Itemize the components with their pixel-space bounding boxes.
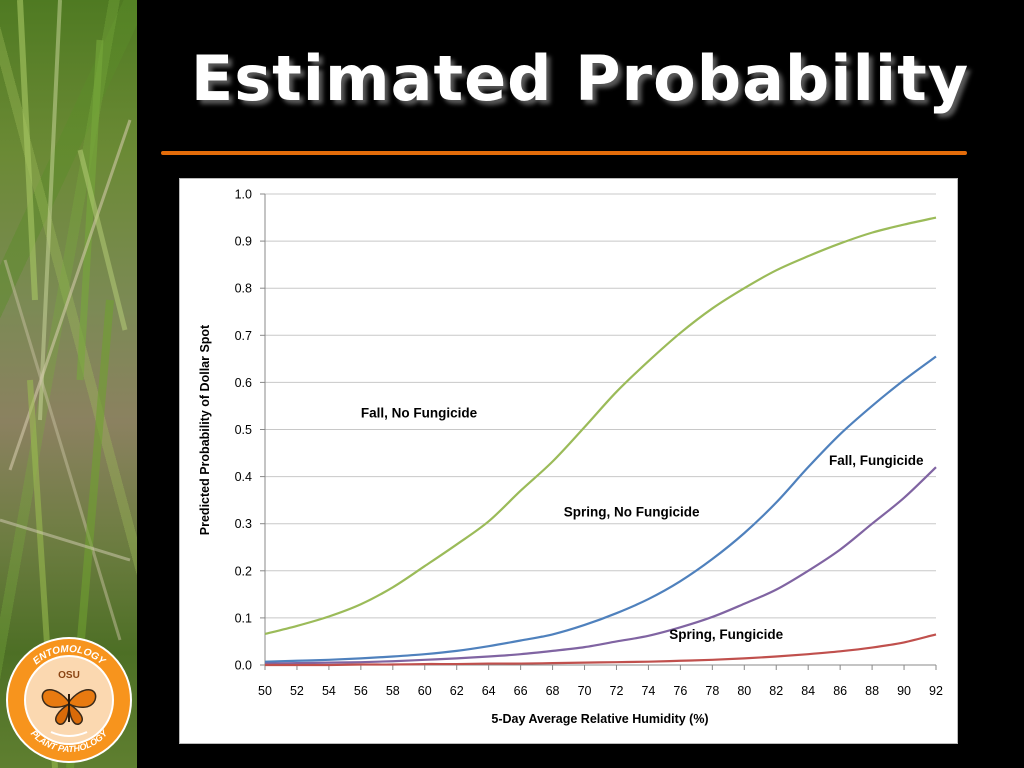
x-tick-label: 82 (769, 684, 783, 698)
chart-tick-labels: 0.0 0.1 0.2 0.3 0.4 0.5 0.6 0.7 0.8 0.9 1.0 50 52 54 5… (235, 188, 943, 699)
series-label-spring-no-fungicide: Spring, No Fungicide (564, 505, 700, 520)
x-tick-label: 90 (897, 684, 911, 698)
x-tick-label: 60 (418, 684, 432, 698)
series-line-spring-fungicide (265, 633, 937, 667)
x-tick-label: 64 (482, 684, 496, 698)
x-tick-label: 62 (450, 684, 464, 698)
x-tick-label: 72 (610, 684, 624, 698)
department-logo: ENTOMOLOGY PLANT PATHOLOGY OSU (5, 636, 133, 764)
series-line-spring-no-fungicide (264, 466, 937, 665)
x-tick-label: 78 (705, 684, 719, 698)
x-tick-label: 68 (546, 684, 560, 698)
y-tick-label: 0.7 (235, 329, 252, 343)
y-tick-label: 0.0 (235, 659, 252, 673)
logo-center-text: OSU (58, 670, 80, 681)
x-tick-label: 80 (737, 684, 751, 698)
x-tick-label: 58 (386, 684, 400, 698)
x-tick-label: 70 (578, 684, 592, 698)
y-tick-label: 0.8 (235, 282, 252, 296)
line-chart: 0.0 0.1 0.2 0.3 0.4 0.5 0.6 0.7 0.8 0.9 1.0 50 52 54 5… (198, 188, 943, 727)
y-tick-label: 0.1 (235, 611, 252, 625)
x-tick-label: 84 (801, 684, 815, 698)
department-logo-icon: ENTOMOLOGY PLANT PATHOLOGY OSU (6, 637, 132, 763)
series-line-fall-no-fungicide (264, 216, 937, 635)
y-tick-label: 0.6 (235, 376, 252, 390)
x-tick-label: 56 (354, 684, 368, 698)
chart-panel: 0.0 0.1 0.2 0.3 0.4 0.5 0.6 0.7 0.8 0.9 1.0 50 52 54 5… (179, 178, 958, 744)
slide-title: Estimated Probability (190, 42, 970, 115)
series-label-spring-fungicide: Spring, Fungicide (669, 627, 783, 642)
chart-axes (260, 193, 937, 670)
y-tick-label: 0.2 (235, 564, 252, 578)
y-tick-label: 0.4 (235, 470, 252, 484)
chart-series (264, 216, 937, 667)
y-tick-label: 0.5 (235, 423, 252, 437)
x-tick-label: 50 (258, 684, 272, 698)
x-tick-label: 86 (833, 684, 847, 698)
y-tick-label: 0.3 (235, 517, 252, 531)
x-axis-label: 5-Day Average Relative Humidity (%) (491, 712, 708, 726)
x-tick-label: 54 (322, 684, 336, 698)
x-tick-label: 76 (673, 684, 687, 698)
x-tick-label: 66 (514, 684, 528, 698)
x-tick-label: 74 (641, 684, 655, 698)
y-axis-label: Predicted Probability of Dollar Spot (198, 324, 212, 535)
chart-gridlines (265, 193, 936, 619)
chart-series-labels: Fall, No Fungicide Fall, Fungicide Spring,… (361, 406, 924, 642)
title-divider (161, 151, 967, 155)
x-tick-label: 88 (865, 684, 879, 698)
x-tick-label: 52 (290, 684, 304, 698)
series-label-fall-fungicide: Fall, Fungicide (829, 453, 924, 468)
y-tick-label: 0.9 (235, 235, 252, 249)
x-tick-label: 92 (929, 684, 943, 698)
y-tick-label: 1.0 (235, 188, 252, 202)
series-line-fall-fungicide (264, 355, 937, 663)
butterfly-icon (41, 689, 97, 725)
series-label-fall-no-fungicide: Fall, No Fungicide (361, 406, 478, 421)
